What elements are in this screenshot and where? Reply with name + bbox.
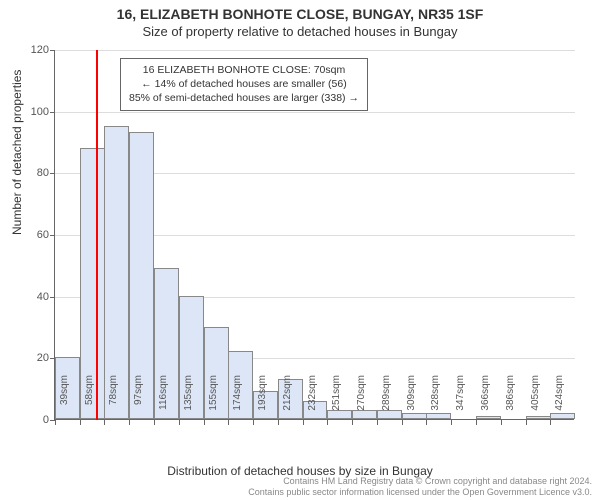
chart-title-main: 16, ELIZABETH BONHOTE CLOSE, BUNGAY, NR3… — [0, 6, 600, 22]
x-tick-mark — [303, 420, 304, 425]
footer-line-1: Contains HM Land Registry data © Crown c… — [248, 476, 592, 487]
chart-title-sub: Size of property relative to detached ho… — [0, 24, 600, 39]
x-tick-mark — [402, 420, 403, 425]
x-tick-label: 270sqm — [356, 375, 367, 425]
x-tick-mark — [104, 420, 105, 425]
y-tick-mark — [50, 173, 55, 174]
x-tick-label: 78sqm — [108, 375, 119, 425]
x-tick-label: 116sqm — [158, 375, 169, 425]
x-tick-label: 289sqm — [381, 375, 392, 425]
x-tick-label: 212sqm — [282, 375, 293, 425]
x-tick-mark — [154, 420, 155, 425]
gridline — [55, 50, 575, 51]
x-tick-label: 155sqm — [208, 375, 219, 425]
x-tick-label: 251sqm — [331, 375, 342, 425]
x-tick-label: 366sqm — [480, 375, 491, 425]
x-tick-mark — [352, 420, 353, 425]
x-tick-mark — [129, 420, 130, 425]
y-tick-mark — [50, 235, 55, 236]
x-tick-label: 135sqm — [183, 375, 194, 425]
x-tick-label: 386sqm — [505, 375, 516, 425]
y-axis-label: Number of detached properties — [10, 70, 24, 235]
y-tick-label: 0 — [9, 414, 49, 426]
y-tick-mark — [50, 50, 55, 51]
x-tick-mark — [451, 420, 452, 425]
footer-line-2: Contains public sector information licen… — [248, 487, 592, 498]
x-tick-label: 309sqm — [406, 375, 417, 425]
x-tick-label: 97sqm — [133, 375, 144, 425]
x-tick-mark — [426, 420, 427, 425]
x-tick-label: 39sqm — [59, 375, 70, 425]
x-tick-mark — [526, 420, 527, 425]
x-tick-label: 424sqm — [554, 375, 565, 425]
property-marker-line — [96, 50, 98, 420]
x-tick-mark — [327, 420, 328, 425]
y-tick-label: 40 — [9, 291, 49, 303]
annotation-line-1: 16 ELIZABETH BONHOTE CLOSE: 70sqm — [129, 63, 359, 77]
x-tick-label: 328sqm — [430, 375, 441, 425]
x-tick-mark — [550, 420, 551, 425]
x-tick-mark — [278, 420, 279, 425]
y-tick-mark — [50, 112, 55, 113]
x-tick-label: 174sqm — [232, 375, 243, 425]
x-tick-mark — [179, 420, 180, 425]
footer-attribution: Contains HM Land Registry data © Crown c… — [248, 476, 592, 498]
y-tick-label: 120 — [9, 44, 49, 56]
x-tick-label: 347sqm — [455, 375, 466, 425]
annotation-line-3: 85% of semi-detached houses are larger (… — [129, 91, 359, 105]
gridline — [55, 112, 575, 113]
x-tick-label: 193sqm — [257, 375, 268, 425]
plot-area: 02040608010012039sqm58sqm78sqm97sqm116sq… — [54, 50, 574, 420]
chart-area: 02040608010012039sqm58sqm78sqm97sqm116sq… — [54, 50, 574, 420]
annotation-box: 16 ELIZABETH BONHOTE CLOSE: 70sqm← 14% o… — [120, 58, 368, 111]
x-tick-mark — [501, 420, 502, 425]
x-tick-mark — [204, 420, 205, 425]
y-tick-label: 80 — [9, 167, 49, 179]
x-tick-mark — [253, 420, 254, 425]
x-tick-label: 405sqm — [530, 375, 541, 425]
annotation-line-2: ← 14% of detached houses are smaller (56… — [129, 77, 359, 91]
y-tick-label: 20 — [9, 352, 49, 364]
x-tick-label: 232sqm — [307, 375, 318, 425]
x-tick-mark — [80, 420, 81, 425]
x-tick-label: 58sqm — [84, 375, 95, 425]
y-tick-mark — [50, 297, 55, 298]
y-tick-label: 60 — [9, 229, 49, 241]
x-tick-mark — [228, 420, 229, 425]
x-tick-mark — [55, 420, 56, 425]
x-tick-mark — [377, 420, 378, 425]
y-tick-label: 100 — [9, 106, 49, 118]
x-tick-mark — [476, 420, 477, 425]
